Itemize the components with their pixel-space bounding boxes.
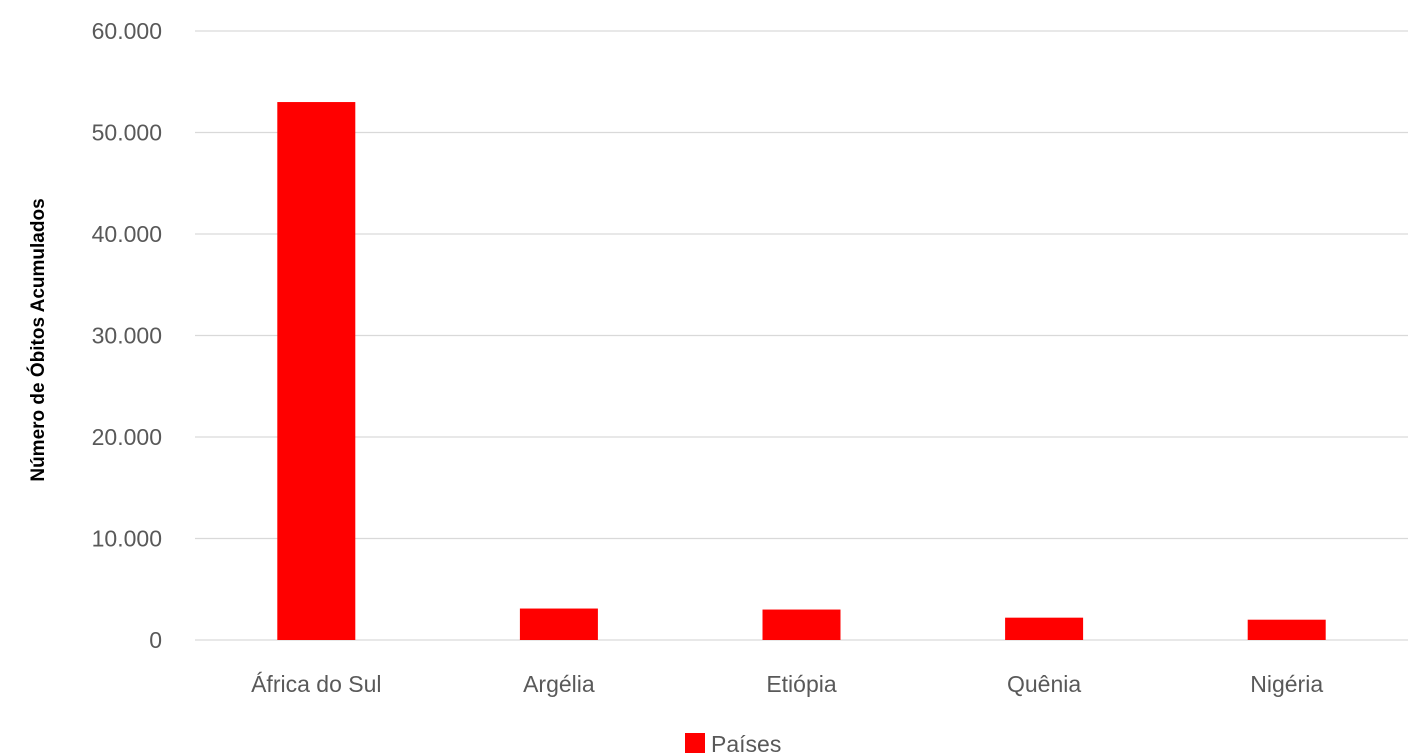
x-tick-label: Quênia — [1007, 671, 1081, 697]
bar-quênia — [1005, 617, 1084, 640]
y-tick-label: 40.000 — [92, 221, 162, 247]
bar-nigéria — [1247, 619, 1326, 640]
bar-etiópia — [762, 609, 841, 640]
legend: Países — [685, 731, 781, 755]
y-tick-label: 30.000 — [92, 323, 162, 349]
y-tick-label: 20.000 — [92, 424, 162, 450]
y-tick-label: 0 — [149, 627, 162, 653]
x-tick-label: Nigéria — [1250, 671, 1323, 697]
y-axis-title: Número de Óbitos Acumulados — [27, 198, 49, 481]
gridlines — [195, 30, 1408, 641]
legend-swatch — [685, 733, 705, 753]
y-tick-label: 10.000 — [92, 526, 162, 552]
bars — [277, 102, 1326, 641]
x-tick-label: Argélia — [523, 671, 595, 697]
y-tick-label: 50.000 — [92, 120, 162, 146]
y-tick-label: 60.000 — [92, 18, 162, 44]
x-tick-label: Etiópia — [766, 671, 837, 697]
x-axis-tick-labels: África do Sul Argélia Etiópia Quênia Nigéria — [251, 671, 1323, 697]
x-tick-label: África do Sul — [251, 671, 381, 697]
bar-áfrica-do-sul — [277, 102, 356, 641]
bar-argélia — [519, 608, 598, 640]
y-axis-tick-labels: 0 10.000 20.000 30.000 40.000 50.000 60.000 — [92, 18, 162, 653]
legend-label-paises: Países — [711, 731, 781, 755]
